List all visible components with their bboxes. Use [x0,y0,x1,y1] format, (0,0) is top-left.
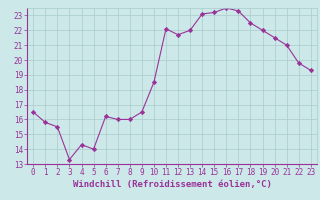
X-axis label: Windchill (Refroidissement éolien,°C): Windchill (Refroidissement éolien,°C) [73,180,271,189]
